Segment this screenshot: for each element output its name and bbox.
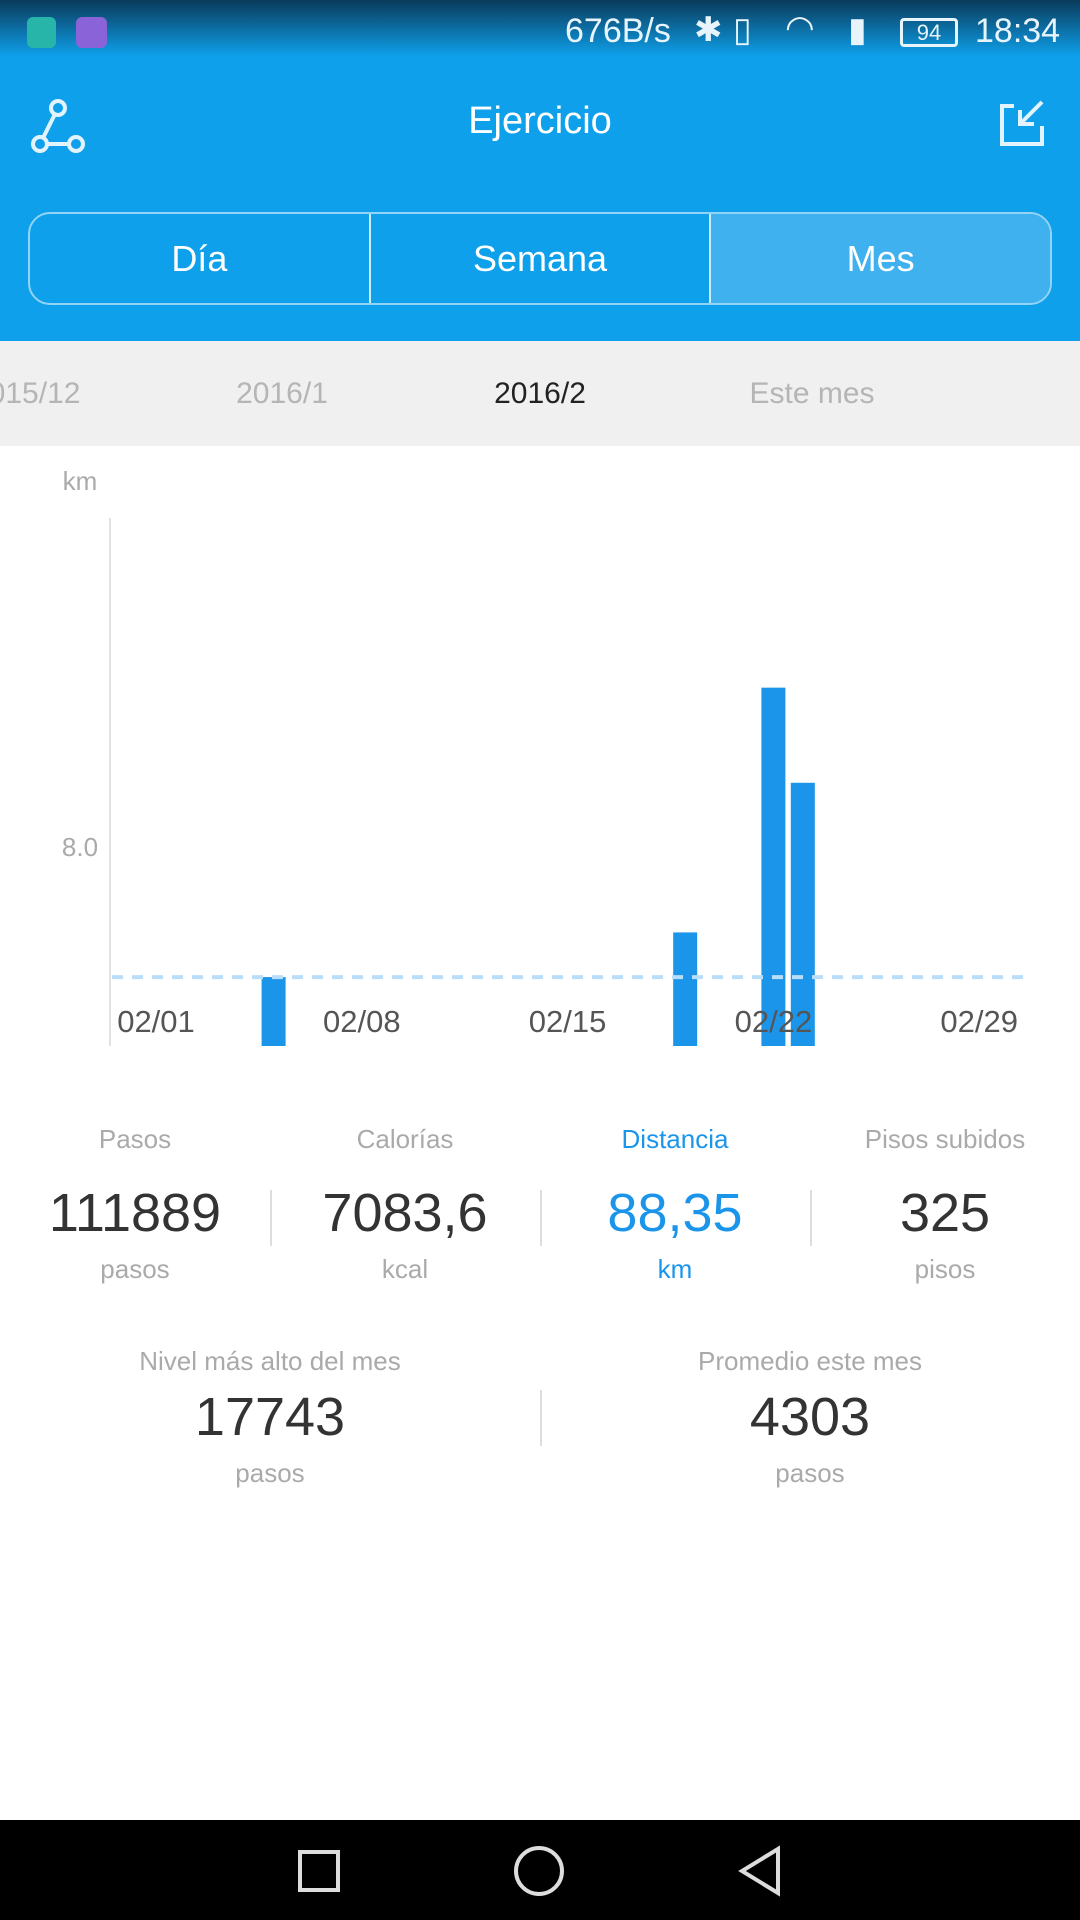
gallery-app-icon bbox=[76, 17, 107, 48]
x-tick-label: 02/22 bbox=[735, 1004, 813, 1039]
bluetooth-icon: ✱ bbox=[694, 11, 723, 49]
stat-unit: km bbox=[657, 1254, 693, 1284]
sim-icon: ▮ bbox=[848, 11, 867, 49]
notes-app-icon bbox=[27, 17, 56, 48]
stat-value: 325 bbox=[899, 1183, 991, 1243]
summary-value: 4303 bbox=[749, 1387, 871, 1447]
month-item-prev2[interactable]: 2015/12 bbox=[0, 377, 81, 410]
stat-label: Calorías bbox=[356, 1124, 454, 1154]
month-item-current[interactable]: Este mes bbox=[749, 377, 875, 410]
period-tabs: Día Semana Mes bbox=[28, 212, 1052, 305]
share-icon[interactable] bbox=[30, 98, 86, 154]
divider bbox=[540, 1390, 542, 1446]
clock: 18:34 bbox=[975, 12, 1061, 50]
divider bbox=[540, 1190, 542, 1246]
month-item-prev[interactable]: 2016/1 bbox=[236, 377, 328, 410]
x-tick-label: 02/01 bbox=[117, 1004, 195, 1039]
chart-bar[interactable] bbox=[673, 932, 698, 1046]
chart-bar[interactable] bbox=[261, 977, 286, 1046]
stat-unit: pasos bbox=[100, 1254, 170, 1284]
back-button[interactable] bbox=[736, 1845, 784, 1897]
stat-unit: pisos bbox=[914, 1254, 976, 1284]
stat-label: Pisos subidos bbox=[864, 1124, 1026, 1154]
summary-value: 17743 bbox=[194, 1387, 346, 1447]
home-button[interactable] bbox=[514, 1846, 564, 1896]
export-icon[interactable] bbox=[998, 98, 1046, 148]
x-tick-label: 02/29 bbox=[940, 1004, 1018, 1039]
recents-button[interactable] bbox=[298, 1850, 340, 1892]
month-selector: 2015/12 2016/1 2016/2 Este mes bbox=[0, 341, 1080, 446]
summary-label: Promedio este mes bbox=[698, 1346, 922, 1376]
summary-unit: pasos bbox=[235, 1458, 305, 1488]
stat-value: 7083,6 bbox=[322, 1183, 488, 1243]
battery-level: 94 bbox=[916, 20, 942, 45]
divider bbox=[270, 1190, 272, 1246]
tab-semana[interactable]: Semana bbox=[371, 214, 712, 303]
stat-value: 111889 bbox=[48, 1183, 222, 1243]
tab-mes[interactable]: Mes bbox=[711, 214, 1050, 303]
stat-label: Distancia bbox=[621, 1124, 729, 1154]
summary-unit: pasos bbox=[775, 1458, 845, 1488]
stat-value: 88,35 bbox=[607, 1183, 743, 1243]
month-item-selected[interactable]: 2016/2 bbox=[494, 377, 586, 410]
wifi-icon: ◠ bbox=[785, 9, 815, 47]
vibrate-icon: ▯ bbox=[733, 11, 752, 49]
tab-dia[interactable]: Día bbox=[30, 214, 371, 303]
net-speed: 676B/s bbox=[565, 12, 671, 50]
stat-label: Pasos bbox=[98, 1124, 172, 1154]
status-bar: 676B/s ✱ ▯ ◠ ▮ 94 18:34 bbox=[0, 0, 1080, 56]
battery-icon: 94 bbox=[900, 18, 958, 47]
chart-bar[interactable] bbox=[761, 687, 786, 1046]
x-tick-label: 02/08 bbox=[323, 1004, 401, 1039]
divider bbox=[810, 1190, 812, 1246]
app-header: Ejercicio Día Semana Mes bbox=[0, 56, 1080, 341]
y-axis-label: km bbox=[63, 466, 98, 496]
distance-chart: km 8.0 02/01 02/08 02/15 02/22 02/29 bbox=[62, 466, 1025, 1046]
chart-bar[interactable] bbox=[790, 782, 815, 1046]
page-title: Ejercicio bbox=[468, 100, 612, 142]
y-tick-label: 8.0 bbox=[62, 832, 98, 862]
x-tick-label: 02/15 bbox=[529, 1004, 607, 1039]
nav-bar bbox=[0, 1820, 1080, 1920]
summary-label: Nivel más alto del mes bbox=[139, 1346, 401, 1376]
stat-unit: kcal bbox=[381, 1254, 429, 1284]
